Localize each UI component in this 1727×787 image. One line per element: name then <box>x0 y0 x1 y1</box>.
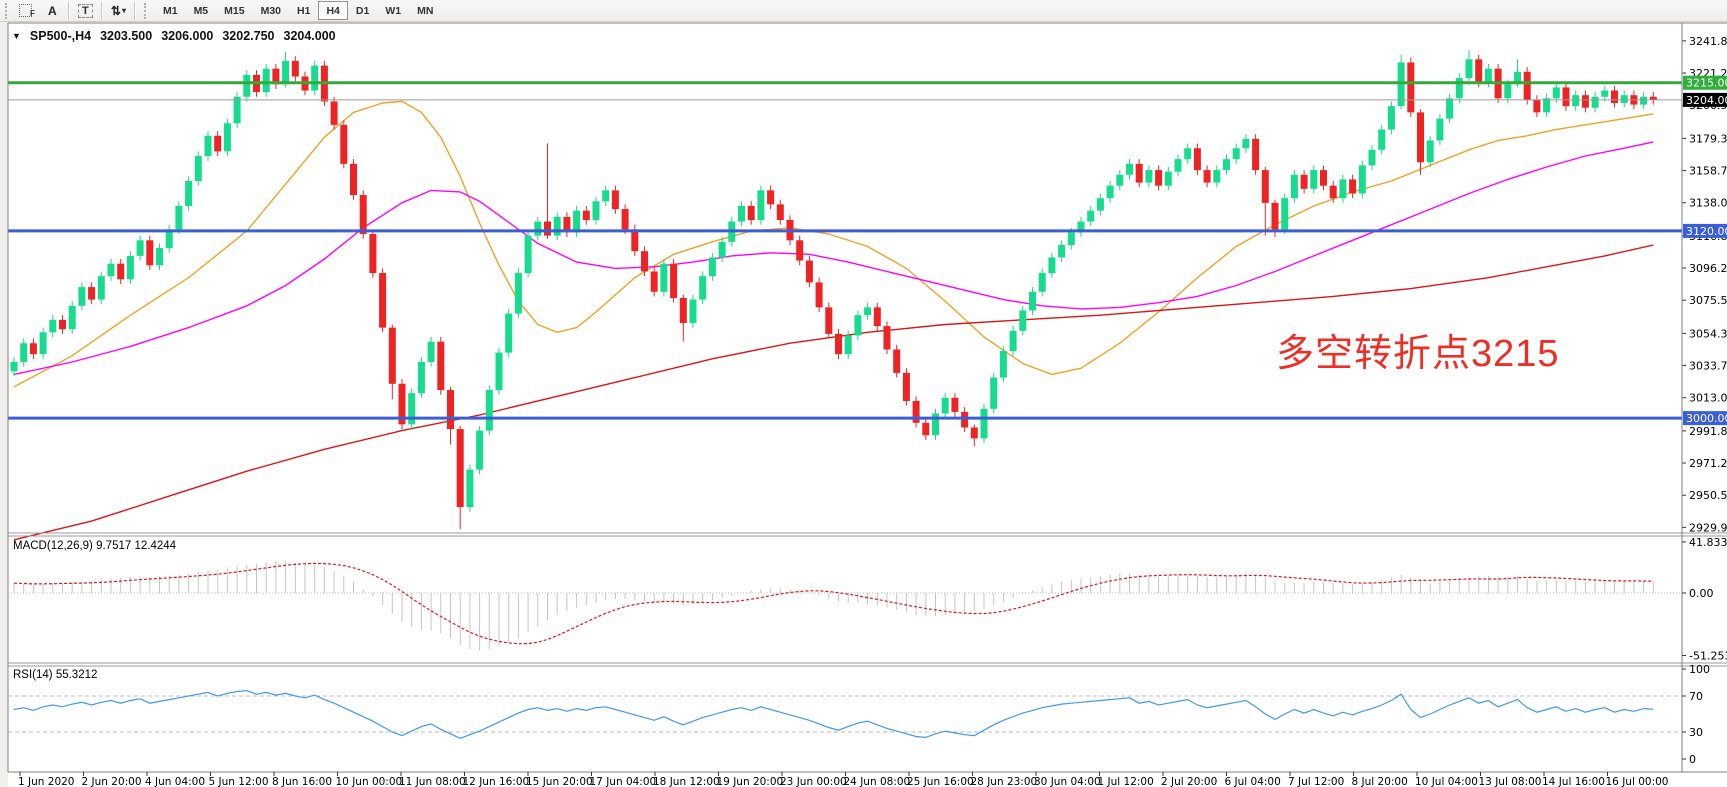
timeframe-button-h4[interactable]: H4 <box>318 1 348 21</box>
svg-text:70: 70 <box>1689 690 1703 703</box>
timeframe-button-m15[interactable]: M15 <box>216 1 252 20</box>
horizontal-lines-layer <box>8 81 1682 420</box>
svg-text:30 Jun 04:00: 30 Jun 04:00 <box>1034 776 1101 787</box>
toolbar-grip[interactable] <box>5 2 11 19</box>
text-tool-icon: T <box>78 3 93 18</box>
rsi-axis-labels: 100 70 30 0 <box>1682 663 1710 766</box>
timeframe-button-m5[interactable]: M5 <box>186 1 217 20</box>
svg-text:10 Jul 04:00: 10 Jul 04:00 <box>1415 776 1478 787</box>
chart-area: 3241.8303221.2053200.5803179.3303158.705… <box>0 22 1727 787</box>
rsi-pane <box>8 689 1682 739</box>
toolbar-separator <box>133 1 136 20</box>
svg-text:3215.000: 3215.000 <box>1686 77 1727 90</box>
svg-text:4 Jun 04:00: 4 Jun 04:00 <box>145 776 205 787</box>
chart-canvas[interactable]: 3241.8303221.2053200.5803179.3303158.705… <box>0 22 1727 787</box>
macd-pane <box>8 561 1682 651</box>
svg-text:14 Jul 16:00: 14 Jul 16:00 <box>1542 776 1605 787</box>
text-tool-button[interactable]: T <box>75 1 96 20</box>
svg-text:3241.830: 3241.830 <box>1689 35 1727 48</box>
svg-text:8 Jul 20:00: 8 Jul 20:00 <box>1352 776 1408 787</box>
svg-text:2971.205: 2971.205 <box>1689 457 1727 470</box>
timeframe-button-d1[interactable]: D1 <box>348 1 377 20</box>
chart-annotation-text[interactable]: 多空转折点3215 <box>1276 333 1560 375</box>
svg-text:17 Jun 04:00: 17 Jun 04:00 <box>590 776 657 787</box>
svg-text:19 Jun 20:00: 19 Jun 20:00 <box>717 776 784 787</box>
svg-text:3179.330: 3179.330 <box>1689 132 1727 145</box>
svg-text:3204.000: 3204.000 <box>1686 94 1727 107</box>
svg-text:3096.205: 3096.205 <box>1689 262 1727 275</box>
toolbar-grip[interactable] <box>143 2 150 19</box>
svg-text:3075.580: 3075.580 <box>1689 294 1727 307</box>
svg-text:10 Jun 00:00: 10 Jun 00:00 <box>336 776 403 787</box>
svg-text:-51.2535: -51.2535 <box>1689 650 1727 663</box>
svg-text:2 Jun 20:00: 2 Jun 20:00 <box>82 776 142 787</box>
grid-icon <box>19 4 32 17</box>
svg-text:8 Jun 16:00: 8 Jun 16:00 <box>272 776 332 787</box>
annotate-button[interactable]: A <box>42 1 63 20</box>
svg-text:23 Jun 00:00: 23 Jun 00:00 <box>780 776 847 787</box>
svg-text:13 Jul 08:00: 13 Jul 08:00 <box>1479 776 1542 787</box>
svg-text:2929.955: 2929.955 <box>1689 521 1727 534</box>
svg-text:2991.830: 2991.830 <box>1689 425 1727 438</box>
timeframe-button-h1[interactable]: H1 <box>289 1 318 20</box>
svg-text:0: 0 <box>1689 753 1696 766</box>
svg-text:1 Jul 12:00: 1 Jul 12:00 <box>1098 776 1154 787</box>
svg-text:3158.705: 3158.705 <box>1689 165 1727 178</box>
svg-text:3054.330: 3054.330 <box>1689 327 1727 340</box>
svg-text:41.833: 41.833 <box>1689 536 1727 549</box>
svg-text:2 Jul 20:00: 2 Jul 20:00 <box>1161 776 1217 787</box>
grid-f-button[interactable]: F <box>16 1 40 20</box>
svg-text:6 Jul 04:00: 6 Jul 04:00 <box>1225 776 1281 787</box>
svg-text:100: 100 <box>1689 663 1710 676</box>
price-axis[interactable] <box>1683 23 1727 772</box>
grid-f-label: F <box>30 9 35 18</box>
svg-text:11 Jun 08:00: 11 Jun 08:00 <box>399 776 466 787</box>
svg-text:18 Jun 12:00: 18 Jun 12:00 <box>653 776 720 787</box>
timeframe-button-mn[interactable]: MN <box>409 1 441 20</box>
toolbar-separator <box>67 1 70 20</box>
svg-text:3033.705: 3033.705 <box>1689 360 1727 373</box>
arrows-dropdown-button[interactable]: ⇅ ▾ <box>108 1 129 20</box>
price-axis-labels: 3241.8303221.2053200.5803179.3303158.705… <box>1682 35 1727 534</box>
timeframe-button-m30[interactable]: M30 <box>253 1 289 20</box>
dropdown-caret-icon: ▾ <box>121 6 126 15</box>
svg-text:15 Jun 20:00: 15 Jun 20:00 <box>526 776 593 787</box>
svg-text:1 Jun 2020: 1 Jun 2020 <box>18 776 74 787</box>
svg-text:3138.080: 3138.080 <box>1689 197 1727 210</box>
svg-text:5 Jun 12:00: 5 Jun 12:00 <box>209 776 269 787</box>
svg-text:7 Jul 12:00: 7 Jul 12:00 <box>1288 776 1344 787</box>
timeframe-group: M1 M5 M15 M30 H1 H4 D1 W1 MN <box>155 1 441 21</box>
toolbar: F A T ⇅ ▾ M1 M5 M15 M30 H1 H4 D1 W1 MN <box>0 0 1727 22</box>
svg-text:3013.080: 3013.080 <box>1689 392 1727 405</box>
svg-text:3000.000: 3000.000 <box>1686 412 1727 425</box>
time-axis[interactable] <box>8 772 1682 787</box>
svg-text:0.00: 0.00 <box>1689 587 1714 600</box>
svg-text:30: 30 <box>1689 726 1703 739</box>
ma-slow <box>13 244 1654 541</box>
arrows-icon: ⇅ <box>110 3 121 18</box>
svg-text:28 Jun 23:00: 28 Jun 23:00 <box>971 776 1038 787</box>
svg-text:2950.580: 2950.580 <box>1689 489 1727 502</box>
svg-text:24 Jun 08:00: 24 Jun 08:00 <box>844 776 911 787</box>
svg-text:16 Jul 00:00: 16 Jul 00:00 <box>1606 776 1669 787</box>
svg-text:3120.000: 3120.000 <box>1686 225 1727 238</box>
timeframe-button-w1[interactable]: W1 <box>377 1 409 20</box>
svg-text:25 Jun 16:00: 25 Jun 16:00 <box>907 776 974 787</box>
macd-axis-labels: 41.833 0.00 -51.2535 <box>1682 536 1727 663</box>
toolbar-separator <box>100 1 103 20</box>
timeframe-button-m1[interactable]: M1 <box>155 1 186 20</box>
svg-text:12 Jun 16:00: 12 Jun 16:00 <box>463 776 530 787</box>
time-axis-labels: 1 Jun 2020 2 Jun 20:00 4 Jun 04:00 5 Jun 12… <box>18 772 1668 787</box>
annotate-label: A <box>48 3 57 18</box>
